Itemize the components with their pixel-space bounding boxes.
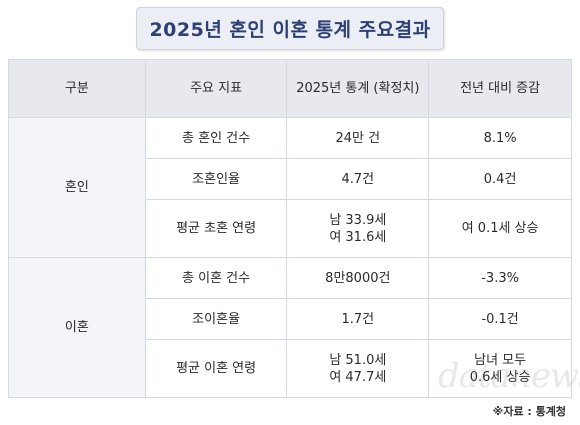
value-line: 1.7건 <box>341 311 375 327</box>
indicator-cell: 평균 초혼 연령 <box>144 199 288 258</box>
change-line: 0.4건 <box>483 171 517 187</box>
watermark-logo: datanews <box>438 356 580 396</box>
table-row: 혼인 총 혼인 건수 24만 건 8.1% <box>8 117 572 258</box>
value-line: 남 51.0세 <box>329 352 387 368</box>
value-cell: 4.7건 <box>286 158 430 200</box>
indicator-cell: 총 혼인 건수 <box>144 117 288 159</box>
table-header-row: 구분 주요 지표 2025년 통계 (확정치) 전년 대비 증감 <box>8 59 572 118</box>
page-title: 2025년 혼인 이혼 통계 주요결과 <box>136 7 444 50</box>
header-value: 2025년 통계 (확정치) <box>286 59 430 118</box>
table-row: 조혼인율 4.7건 0.4건 <box>9 158 572 200</box>
value-cell: 1.7건 <box>286 298 430 340</box>
change-line: 0.6세 상승 <box>469 369 531 385</box>
header-category: 구분 <box>8 59 146 118</box>
value-line: 여 31.6세 <box>329 229 387 245</box>
value-line: 24만 건 <box>335 130 381 146</box>
change-line: -0.1건 <box>481 311 519 327</box>
statistics-table: 구분 주요 지표 2025년 통계 (확정치) 전년 대비 증감 혼인 총 혼인… <box>8 59 572 398</box>
value-line: 여 47.7세 <box>329 369 387 385</box>
value-cell: 24만 건 <box>286 117 430 159</box>
change-cell: 남녀 모두 0.6세 상승 <box>428 339 572 398</box>
value-cell: 8만8000건 <box>286 257 430 299</box>
source-note: ※자료 : 통계청 <box>492 405 566 418</box>
value-line: 8만8000건 <box>325 270 391 286</box>
indicator-cell: 조혼인율 <box>144 158 288 200</box>
change-cell: -0.1건 <box>428 298 572 340</box>
header-change: 전년 대비 증감 <box>428 59 572 118</box>
group-label-divorce: 이혼 <box>8 257 146 398</box>
indicator-cell: 총 이혼 건수 <box>144 257 288 299</box>
indicator-cell: 평균 이혼 연령 <box>144 339 288 398</box>
group-label-marriage: 혼인 <box>8 117 146 258</box>
value-line: 남 33.9세 <box>329 212 387 228</box>
table-row: 이혼 총 이혼 건수 8만8000건 -3.3% <box>8 257 572 398</box>
change-line: 여 0.1세 상승 <box>461 221 539 236</box>
change-cell: -3.3% <box>428 257 572 299</box>
change-cell: 8.1% <box>428 117 572 159</box>
value-cell: 남 51.0세 여 47.7세 <box>286 339 430 398</box>
header-indicator: 주요 지표 <box>144 59 288 118</box>
value-cell: 남 33.9세 여 31.6세 <box>286 199 430 258</box>
change-line: -3.3% <box>481 270 519 286</box>
change-line: 8.1% <box>483 130 517 146</box>
value-line: 4.7건 <box>341 171 375 187</box>
change-line: 남녀 모두 <box>474 352 527 368</box>
change-cell: 여 0.1세 상승 <box>428 199 572 258</box>
table-row: 평균 이혼 연령 남 51.0세 여 47.7세 남녀 모두 0.6세 상승 <box>9 339 572 398</box>
table-row: 평균 초혼 연령 남 33.9세 여 31.6세 여 0.1세 상승 <box>9 199 572 258</box>
indicator-cell: 조이혼율 <box>144 298 288 340</box>
change-cell: 0.4건 <box>428 158 572 200</box>
title-container: 2025년 혼인 이혼 통계 주요결과 <box>0 7 580 50</box>
